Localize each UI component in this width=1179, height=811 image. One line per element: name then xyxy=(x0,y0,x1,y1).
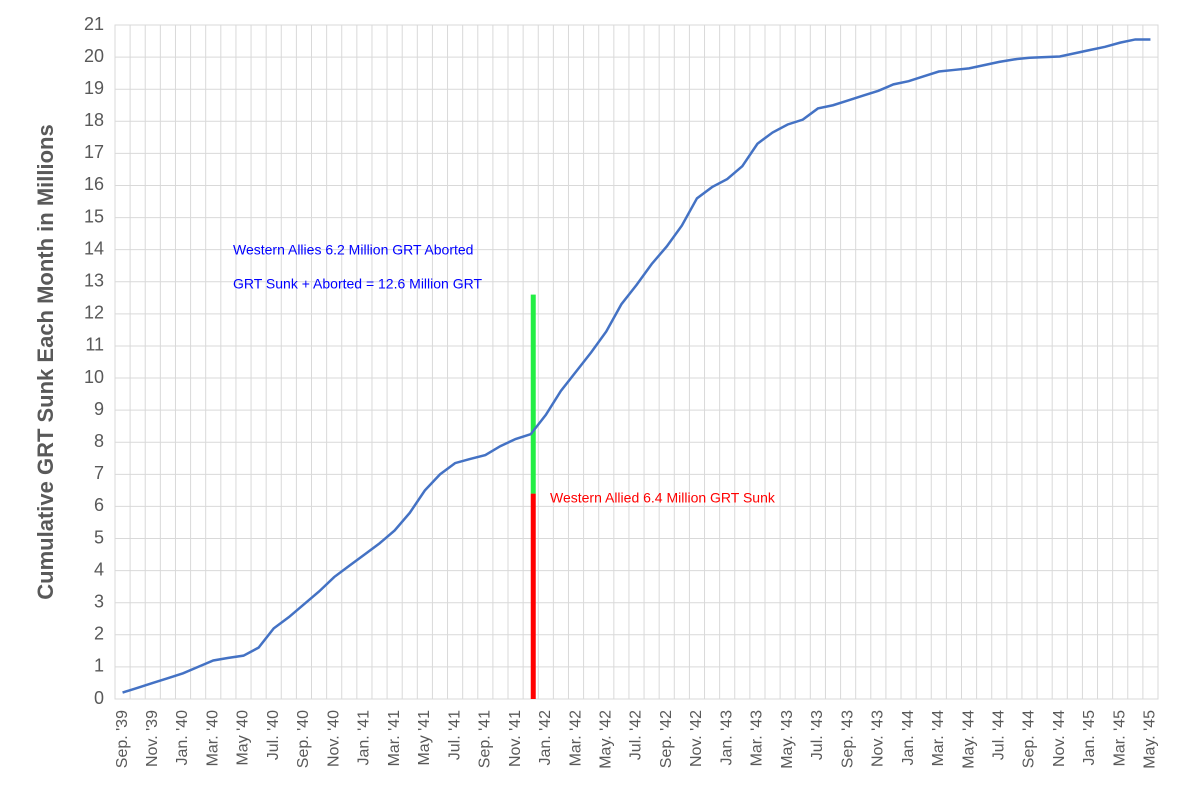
y-tick-label: 6 xyxy=(94,495,104,515)
x-tick-label: Mar. '43 xyxy=(749,710,766,767)
y-tick-label: 17 xyxy=(84,142,104,162)
line xyxy=(122,38,1151,694)
y-tick-label: 12 xyxy=(84,303,104,323)
x-tick-label: Jul. '41 xyxy=(446,710,463,760)
x-tick-label: Jul. '42 xyxy=(628,710,645,760)
y-tick-label: 19 xyxy=(84,78,104,98)
x-tick-label: Sep. '43 xyxy=(839,710,856,768)
stack-bar xyxy=(530,493,536,699)
x-tick-label: May '40 xyxy=(235,710,252,766)
x-tick-label: Sep. '41 xyxy=(477,710,494,768)
y-tick-label: 16 xyxy=(84,174,104,194)
x-tick-label: Sep. '40 xyxy=(295,710,312,768)
y-tick-label: 1 xyxy=(94,656,104,676)
y-tick-label: 4 xyxy=(94,559,104,579)
y-tick-label: 3 xyxy=(94,591,104,611)
y-tick-label: 7 xyxy=(94,463,104,483)
stack-bar xyxy=(530,294,536,494)
x-tick-label: Jan. '44 xyxy=(900,710,917,766)
x-tick-label: Sep. '44 xyxy=(1021,710,1038,768)
x-tick-label: Jan. '40 xyxy=(174,710,191,766)
y-tick-label: 11 xyxy=(85,335,104,355)
y-tick-label: 15 xyxy=(84,206,104,226)
x-tick-label: Jul. '40 xyxy=(265,710,282,760)
x-tick-label: Sep. '42 xyxy=(658,710,675,768)
y-tick-label: 10 xyxy=(84,367,104,387)
x-tick-label: Jan. '42 xyxy=(537,710,554,766)
x-tick-label: Mar. '41 xyxy=(386,710,403,767)
y-tick-label: 20 xyxy=(84,46,104,66)
y-tick-label: 5 xyxy=(94,527,104,547)
x-tick-label: Nov. '41 xyxy=(507,710,524,767)
x-tick-label: Jul. '44 xyxy=(991,710,1008,760)
x-tick-label: Mar. '44 xyxy=(930,710,947,767)
y-tick-label: 0 xyxy=(94,688,104,708)
x-tick-label: May. '42 xyxy=(597,710,614,769)
x-tick-label: May. '43 xyxy=(779,710,796,769)
x-tick-label: Jan. '45 xyxy=(1081,710,1098,766)
x-tick-label: Nov. '40 xyxy=(325,710,342,767)
annotation: Western Allies 6.2 Million GRT Aborted xyxy=(233,242,473,258)
x-tick-label: Sep. '39 xyxy=(114,710,131,768)
x-tick-label: Nov. '44 xyxy=(1051,710,1068,767)
x-tick-label: Mar. '42 xyxy=(567,710,584,767)
x-tick-label: May. '44 xyxy=(960,710,977,769)
y-tick-label: 2 xyxy=(94,624,104,644)
y-tick-label: 8 xyxy=(94,431,104,451)
y-tick-label: 18 xyxy=(84,110,104,130)
x-tick-label: May '41 xyxy=(416,710,433,766)
x-tick-label: Mar. '45 xyxy=(1111,710,1128,767)
y-tick-label: 14 xyxy=(84,238,104,258)
y-tick-label: 9 xyxy=(94,399,104,419)
y-tick-label: 13 xyxy=(84,271,104,291)
annotation: Western Allied 6.4 Million GRT Sunk xyxy=(550,490,776,506)
x-tick-label: May. '45 xyxy=(1142,710,1159,769)
annotation: GRT Sunk + Aborted = 12.6 Million GRT xyxy=(233,276,482,292)
x-tick-label: Nov. '43 xyxy=(870,710,887,767)
x-tick-label: Mar. '40 xyxy=(204,710,221,767)
plot-border xyxy=(114,24,1159,700)
x-tick-label: Jul. '43 xyxy=(809,710,826,760)
x-tick-label: Jan. '41 xyxy=(356,710,373,766)
y-tick-label: 21 xyxy=(84,14,104,34)
x-tick-label: Nov. '42 xyxy=(688,710,705,767)
x-tick-label: Nov. '39 xyxy=(144,710,161,767)
y-axis-label: Cumulative GRT Sunk Each Month in Millio… xyxy=(33,124,58,599)
x-tick-label: Jan. '43 xyxy=(718,710,735,766)
